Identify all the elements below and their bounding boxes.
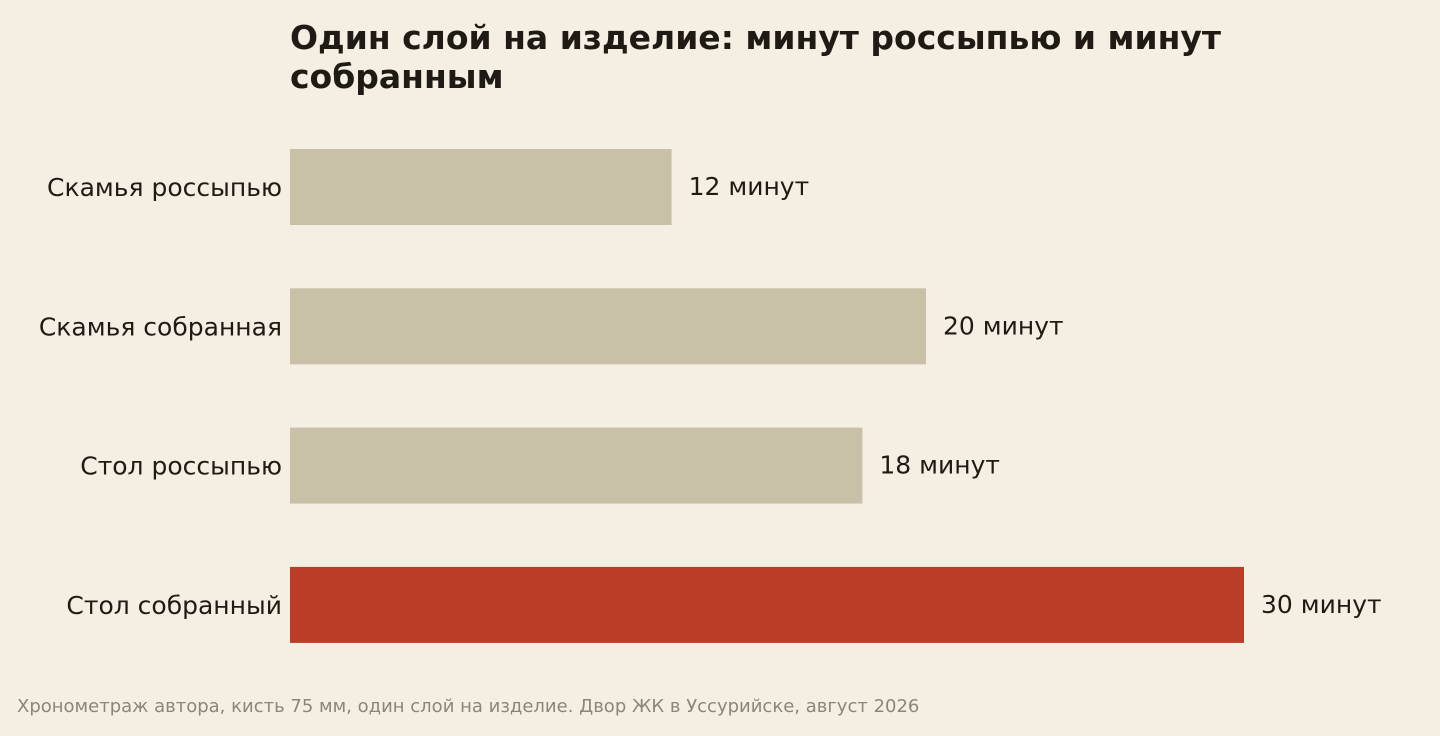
- value-label-4: 30 минут: [1261, 590, 1382, 619]
- source-footnote: Хронометраж автора, кисть 75 мм, один сл…: [17, 696, 920, 717]
- value-label-2: 20 минут: [943, 311, 1064, 340]
- category-label-2: Скамья собранная: [39, 312, 282, 341]
- category-label-1: Скамья россыпью: [47, 173, 282, 202]
- value-label-1: 12 минут: [689, 172, 810, 201]
- value-label-3: 18 минут: [879, 451, 1000, 480]
- bar-1: [290, 149, 672, 225]
- category-label-4: Стол собранный: [66, 591, 282, 620]
- chart-title: Один слой на изделие: минут россыпью и м…: [290, 18, 1222, 96]
- bar-3: [290, 427, 863, 504]
- bar-4: [290, 566, 1244, 643]
- bar-2: [290, 288, 926, 365]
- category-label-3: Стол россыпью: [80, 452, 282, 481]
